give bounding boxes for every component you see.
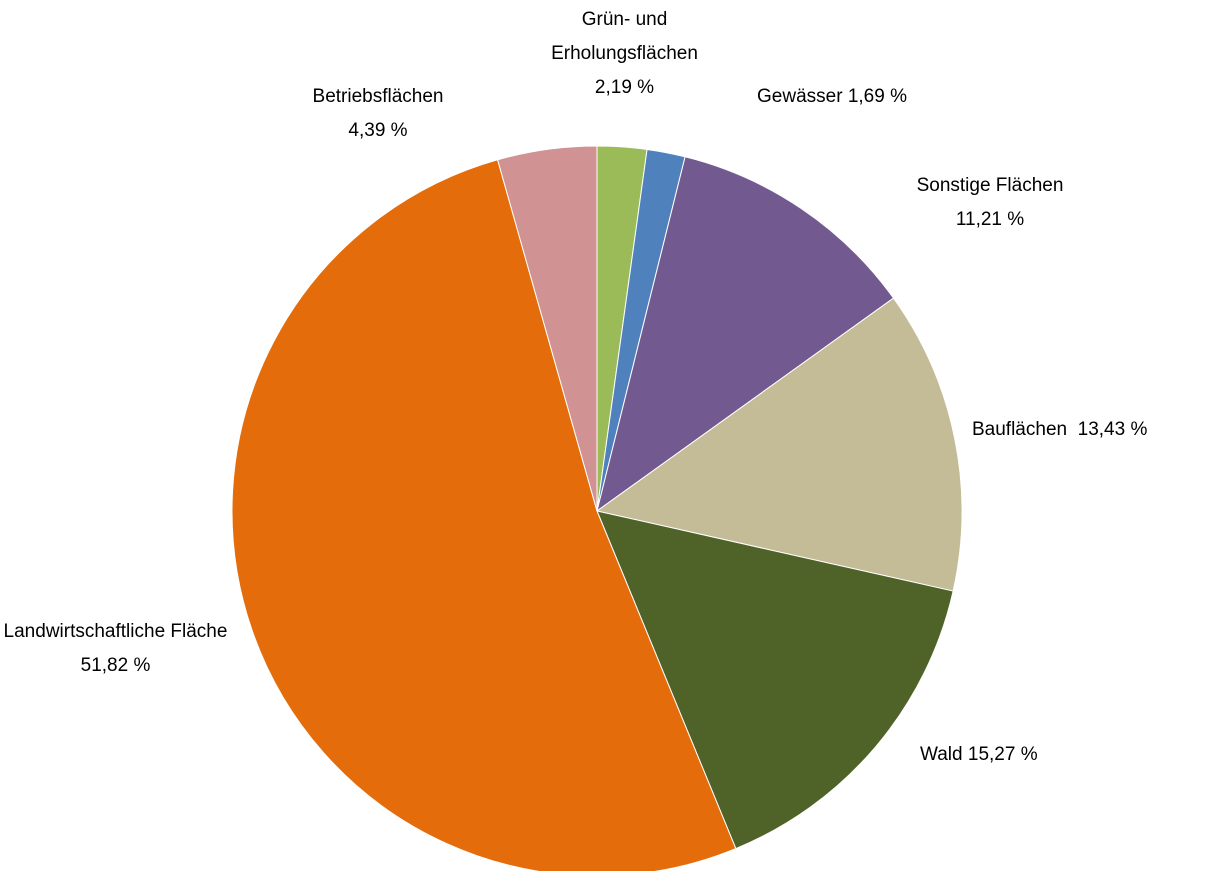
category-label: Grün- und Erholungsflächen xyxy=(551,9,698,64)
slice-label: Wald 15,27 % xyxy=(920,738,1038,772)
slice-label: Sonstige Flächen 11,21 % xyxy=(890,169,1090,237)
category-label: Gewässer xyxy=(757,86,843,107)
category-label: Wald xyxy=(920,744,963,765)
slice-label: Landwirtschaftliche Fläche 51,82 % xyxy=(3,615,228,683)
pie-slice xyxy=(595,297,963,592)
pie-slice xyxy=(596,156,895,513)
pie-slice xyxy=(496,145,598,512)
slice-label: Gewässer 1,69 % xyxy=(757,80,907,114)
value-label: 51,82 % xyxy=(80,655,151,676)
slice-label: Bauflächen 13,43 % xyxy=(972,413,1147,447)
category-label: Landwirtschaftliche Fläche xyxy=(3,621,228,642)
slice-label: Grün- und Erholungsflächen 2,19 % xyxy=(527,3,722,105)
value-label: 11,21 % xyxy=(955,209,1025,230)
category-label: Sonstige Flächen xyxy=(916,175,1064,196)
value-label: 2,19 % xyxy=(594,77,655,98)
category-label: Bauflächen xyxy=(972,419,1068,440)
slice-label: Betriebsflächen 4,39 % xyxy=(278,80,478,148)
pie-slice xyxy=(596,510,954,850)
value-label: 15,27 % xyxy=(967,744,1038,765)
value-label: 1,69 % xyxy=(847,86,907,107)
pie-slice xyxy=(231,159,737,871)
category-label: Betriebsflächen xyxy=(312,86,444,107)
value-label: 4,39 % xyxy=(348,120,408,141)
value-label: 13,43 % xyxy=(1077,419,1148,440)
